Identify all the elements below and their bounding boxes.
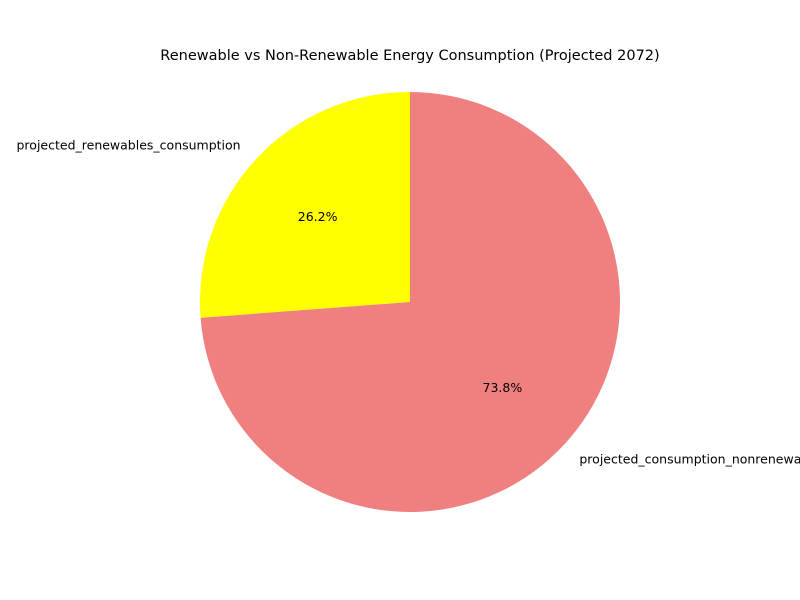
slice-percent-1: 73.8% <box>483 380 523 395</box>
chart-title: Renewable vs Non-Renewable Energy Consum… <box>160 48 660 64</box>
slice-label-0: projected_renewables_consumption <box>17 137 241 152</box>
pie-slice-1 <box>200 91 621 512</box>
pie-slice-0 <box>200 92 410 318</box>
slices-layer <box>200 91 621 512</box>
slice-percent-0: 26.2% <box>298 209 338 224</box>
labels-layer: projected_renewables_consumption 26.2% pro… <box>17 137 800 466</box>
slice-label-1: projected_consumption_nonrenewables <box>579 452 800 467</box>
